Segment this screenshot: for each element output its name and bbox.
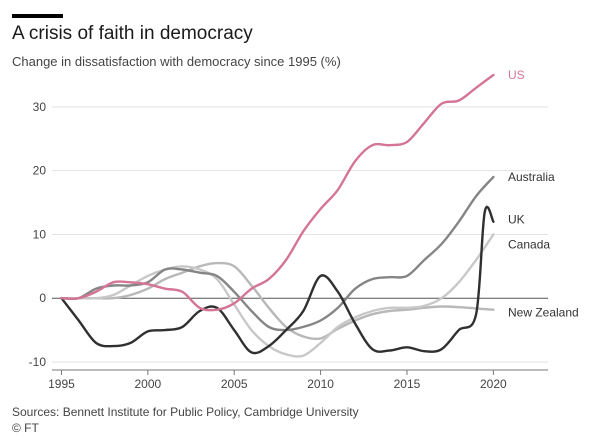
y-tick-label: 20 [33, 164, 47, 178]
series-line-uk [60, 205, 495, 355]
x-tick-label: 2005 [221, 377, 248, 391]
y-tick-label: 10 [33, 227, 47, 241]
ft-credit: © FT [12, 421, 39, 435]
x-tick-label: 2015 [394, 377, 421, 391]
series-label-canada: Canada [508, 237, 550, 251]
x-tick-label: 1995 [48, 377, 75, 391]
series-line-australia [60, 175, 495, 332]
series-line-new-zealand [60, 261, 495, 341]
x-tick-label: 2000 [134, 377, 161, 391]
y-tick-label: -10 [29, 355, 47, 369]
x-tick-label: 2020 [480, 377, 507, 391]
series-label-new-zealand: New Zealand [508, 306, 579, 320]
series-label-australia: Australia [508, 170, 555, 184]
series-label-uk: UK [508, 213, 525, 227]
title-accent-bar [12, 14, 63, 18]
y-tick-label: 30 [33, 100, 47, 114]
series-label-us: US [508, 68, 525, 82]
x-tick-label: 2010 [307, 377, 334, 391]
y-tick-label: 0 [39, 291, 46, 305]
chart-footer: Sources: Bennett Institute for Public Po… [12, 404, 359, 436]
chart-subtitle: Change in dissatisfaction with democracy… [12, 54, 341, 69]
series-line-us [60, 73, 495, 312]
chart-title: A crisis of faith in democracy [12, 23, 253, 44]
source-note: Sources: Bennett Institute for Public Po… [12, 405, 359, 419]
